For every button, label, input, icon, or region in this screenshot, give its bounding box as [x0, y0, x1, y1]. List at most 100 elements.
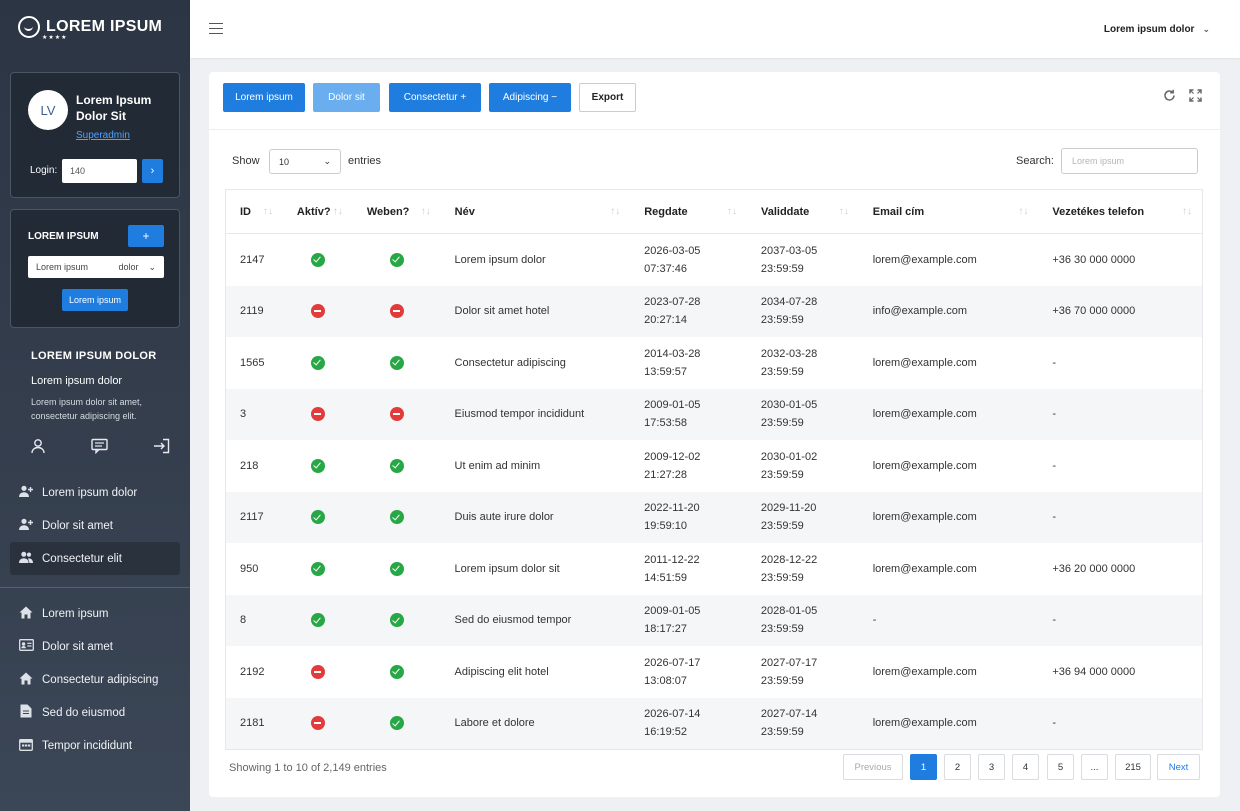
- search-input[interactable]: [1061, 148, 1198, 174]
- cell-weben: [353, 698, 441, 750]
- nav-item-dolor-sit-amet[interactable]: Dolor sit amet: [10, 509, 180, 542]
- nav-item-lorem-ipsum[interactable]: Lorem ipsum: [10, 597, 180, 630]
- check-circle-icon: [389, 458, 404, 473]
- toolbar-add-button[interactable]: Consectetur +: [389, 83, 481, 112]
- column-header-nev[interactable]: Név ↑↓: [441, 190, 631, 233]
- validdate-date: 2029-11-20: [760, 502, 817, 515]
- login-input[interactable]: [62, 159, 137, 183]
- filter-select[interactable]: Lorem ipsum dolor ⌄: [28, 256, 164, 278]
- page-size-select[interactable]: 10 ⌄: [269, 149, 341, 174]
- brand-name: LOREM IPSUM: [46, 18, 163, 35]
- column-header-regdate[interactable]: Regdate ↑↓: [630, 190, 747, 233]
- nav-item-consectetur-elit[interactable]: Consectetur elit: [10, 542, 180, 575]
- pagination-page-5[interactable]: 5: [1047, 754, 1074, 780]
- calendar-icon: [19, 738, 33, 754]
- pagination-previous[interactable]: Previous: [843, 754, 903, 780]
- nav-item-label: Consectetur elit: [42, 552, 122, 565]
- nav-item-consectetur-adipiscing[interactable]: Consectetur adipiscing: [10, 663, 180, 696]
- check-circle-icon: [310, 613, 325, 628]
- cell-aktiv: [283, 543, 353, 595]
- cell-id: 2192: [240, 665, 265, 678]
- cell-email: lorem@example.com: [872, 459, 977, 472]
- cell-id: 2117: [240, 511, 264, 524]
- column-header-weben[interactable]: Weben? ↑↓: [353, 190, 441, 233]
- user-menu[interactable]: Lorem ipsum dolor ⌄: [1104, 24, 1210, 35]
- nav-item-sed-do-eiusmod[interactable]: Sed do eiusmod: [10, 696, 180, 729]
- regdate-date: 2023-07-28: [644, 296, 701, 309]
- table-row[interactable]: 1565 Consectetur adipiscing 2014-03-28 13:5…: [226, 337, 1202, 389]
- pagination-page-2[interactable]: 2: [944, 754, 971, 780]
- column-header-id[interactable]: ID ↑↓: [226, 190, 283, 233]
- fullscreen-icon[interactable]: [1189, 89, 1202, 105]
- nav-item-label: Tempor incididunt: [42, 739, 133, 752]
- table-row[interactable]: 2192 Adipiscing elit hotel 2026-07-17 13:08…: [226, 646, 1202, 698]
- table-row[interactable]: 950 Lorem ipsum dolor sit 2011-12-22 14:51:…: [226, 543, 1202, 595]
- nav-item-dolor-sit-amet-2[interactable]: Dolor sit amet: [10, 630, 180, 663]
- table-row[interactable]: 2119 Dolor sit amet hotel 2023-07-28 20:27:…: [226, 285, 1202, 338]
- toolbar-remove-button[interactable]: Adipiscing −: [489, 83, 571, 112]
- table-row[interactable]: 8 Sed do eiusmod tempor 2009-01-05 18:17:27…: [226, 594, 1202, 646]
- regdate-date: 2009-01-05: [644, 605, 701, 618]
- pagination-page-1[interactable]: 1: [910, 754, 937, 780]
- nav-item-label: Consectetur adipiscing: [42, 673, 159, 686]
- cell-phone: +36 70 000 0000: [1052, 305, 1136, 318]
- check-circle-icon: [389, 355, 404, 370]
- export-button[interactable]: Export: [579, 83, 636, 112]
- filter-add-button[interactable]: +: [128, 225, 164, 247]
- cell-weben: [353, 234, 441, 286]
- nav-item-lorem-ipsum-dolor[interactable]: Lorem ipsum dolor: [10, 476, 180, 509]
- validdate-time: 23:59:59: [760, 417, 804, 430]
- brand-logo[interactable]: LOREM IPSUM ★★★★: [18, 16, 163, 41]
- table-row[interactable]: 2117 Duis aute irure dolor 2022-11-20 19:59…: [226, 491, 1202, 544]
- column-header-email[interactable]: Email cím ↑↓: [859, 190, 1039, 233]
- cell-aktiv: [283, 389, 353, 441]
- sidebar-divider: [0, 587, 190, 588]
- table-body: 2147 Lorem ipsum dolor 2026-03-05 07:37:46 2…: [226, 234, 1202, 749]
- cell-nev: Sed do eiusmod tempor: [454, 614, 572, 627]
- cell-email: lorem@example.com: [872, 562, 977, 575]
- cell-id: 218: [240, 459, 259, 472]
- table-row[interactable]: 218 Ut enim ad minim 2009-12-02 21:27:28 203…: [226, 440, 1202, 492]
- cell-weben: [353, 337, 441, 389]
- cell-regdate: 2009-12-02 21:27:28: [630, 440, 747, 492]
- pagination-page-215[interactable]: 215: [1115, 754, 1151, 780]
- pagination-page-4[interactable]: 4: [1012, 754, 1039, 780]
- check-circle-icon: [389, 716, 404, 731]
- table-row[interactable]: 3 Eiusmod tempor incididunt 2009-01-05 17:5…: [226, 388, 1202, 441]
- validdate-date: 2032-03-28: [760, 347, 818, 360]
- filter-title: LOREM IPSUM: [28, 231, 99, 242]
- toolbar-button-2[interactable]: Dolor sit: [313, 83, 380, 112]
- sort-icon: ↑↓: [420, 206, 431, 217]
- cell-validdate: 2028-12-22 23:59:59: [747, 543, 859, 595]
- column-header-aktiv[interactable]: Aktív? ↑↓: [283, 190, 353, 233]
- menu-toggle-icon[interactable]: [209, 23, 223, 34]
- user-icon[interactable]: [30, 438, 46, 458]
- pagination-page-3[interactable]: 3: [978, 754, 1005, 780]
- filter-apply-button[interactable]: Lorem ipsum: [62, 289, 128, 311]
- login-go-button[interactable]: ›: [142, 159, 163, 183]
- sort-icon: ↑↓: [610, 206, 621, 217]
- check-circle-icon: [389, 613, 404, 628]
- cell-email: lorem@example.com: [872, 356, 977, 369]
- regdate-time: 21:27:28: [644, 468, 687, 481]
- pagination-next[interactable]: Next: [1157, 754, 1200, 780]
- table-row[interactable]: 2147 Lorem ipsum dolor 2026-03-05 07:37:46 2…: [226, 234, 1202, 286]
- column-header-validdate[interactable]: Validdate ↑↓: [747, 190, 859, 233]
- nav-item-label: Lorem ipsum: [42, 607, 109, 620]
- check-circle-icon: [310, 561, 325, 576]
- profile-role-link[interactable]: Superadmin: [76, 130, 130, 141]
- cell-weben: [353, 286, 441, 338]
- cell-validdate: 2029-11-20 23:59:59: [747, 492, 859, 544]
- message-icon[interactable]: [91, 438, 108, 458]
- refresh-icon[interactable]: [1163, 89, 1176, 105]
- cell-phone: -: [1052, 356, 1056, 369]
- nav-item-tempor-incididunt[interactable]: Tempor incididunt: [10, 729, 180, 762]
- cell-id: 2147: [240, 253, 265, 266]
- cell-phone: +36 20 000 0000: [1052, 562, 1136, 575]
- toolbar-button-1[interactable]: Lorem ipsum: [223, 83, 305, 112]
- regdate-date: 2022-11-20: [644, 502, 700, 515]
- column-header-phone[interactable]: Vezetékes telefon ↑↓: [1038, 190, 1202, 233]
- logout-icon[interactable]: [153, 438, 170, 458]
- table-row[interactable]: 2181 Labore et dolore 2026-07-14 16:19:52 20…: [226, 697, 1202, 750]
- validdate-time: 23:59:59: [760, 314, 804, 327]
